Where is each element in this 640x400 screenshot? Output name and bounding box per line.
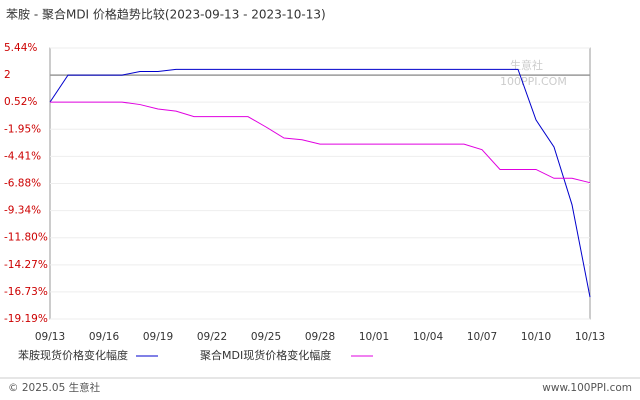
series-line <box>50 101 591 184</box>
x-tick-label: 10/13 <box>575 331 605 343</box>
y-tick-label: -11.80% <box>4 232 48 244</box>
x-tick-label: 09/13 <box>35 331 65 343</box>
x-tick-label: 09/22 <box>197 331 227 343</box>
y-tick-label: -1.95% <box>4 123 41 135</box>
y-tick-label: -6.88% <box>4 178 41 190</box>
y-tick-label: -14.27% <box>4 259 48 271</box>
y-tick-label: -19.19% <box>4 313 48 325</box>
x-tick-label: 10/04 <box>413 331 444 343</box>
x-tick-label: 10/10 <box>521 331 551 343</box>
y-tick-label: -4.41% <box>4 150 41 162</box>
watermark: 生意社 <box>510 58 543 72</box>
x-tick-label: 09/28 <box>305 331 335 343</box>
footer-right: www.100PPI.com <box>542 382 632 394</box>
y-tick-label: -9.34% <box>4 205 41 217</box>
y-tick-label: 0.52% <box>4 96 37 108</box>
y-tick-label: -16.73% <box>4 286 48 298</box>
y-tick-label: 2 <box>4 69 11 81</box>
chart-title: 苯胺 - 聚合MDI 价格趋势比较(2023-09-13 - 2023-10-1… <box>6 7 326 22</box>
x-tick-label: 09/25 <box>251 331 281 343</box>
series-line <box>49 68 591 298</box>
footer-left: © 2025.05 生意社 <box>8 381 101 394</box>
watermark-url: 100PPI.COM <box>500 75 567 88</box>
x-tick-label: 09/19 <box>143 331 173 343</box>
x-tick-label: 10/01 <box>359 331 389 343</box>
y-tick-label: 5.44% <box>4 42 37 54</box>
legend-label: 聚合MDI现货价格变化幅度 <box>200 348 331 362</box>
x-tick-label: 09/16 <box>89 331 120 343</box>
legend-label: 苯胺现货价格变化幅度 <box>18 348 128 362</box>
x-tick-label: 10/07 <box>467 331 497 343</box>
